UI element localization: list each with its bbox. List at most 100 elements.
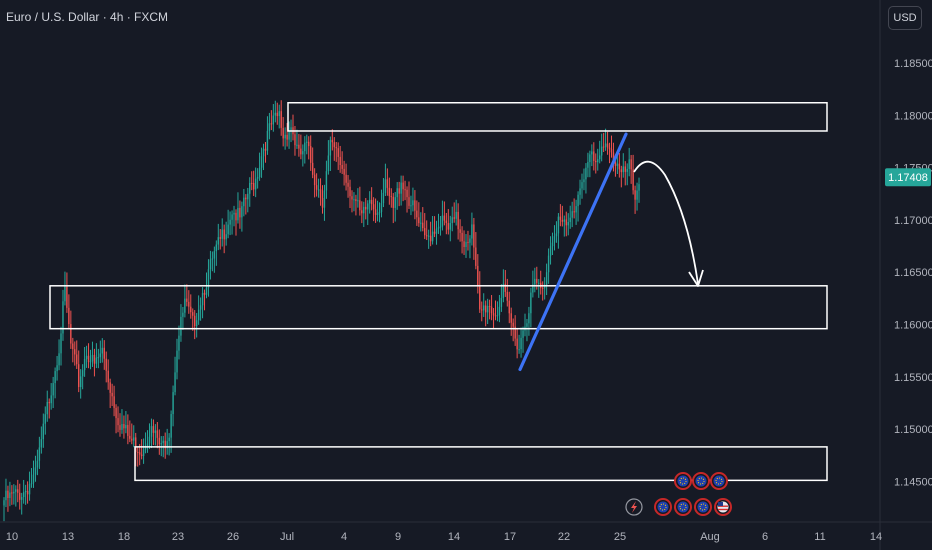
candle-body bbox=[170, 414, 172, 438]
candle-body bbox=[589, 154, 591, 163]
candle-body bbox=[390, 196, 393, 198]
candle-body bbox=[585, 167, 587, 180]
candle-body bbox=[115, 407, 117, 419]
candle-body bbox=[313, 174, 316, 186]
candle-body bbox=[186, 298, 188, 302]
candle-body bbox=[418, 217, 420, 224]
candle-body bbox=[593, 151, 595, 161]
candle-body bbox=[58, 353, 60, 366]
time-tick-label: 4 bbox=[341, 531, 347, 543]
time-tick-label: 10 bbox=[6, 531, 18, 543]
candle-body bbox=[455, 211, 457, 219]
candle-body bbox=[484, 305, 487, 313]
candle-body bbox=[125, 424, 127, 429]
candle-body bbox=[433, 231, 436, 234]
candle-body bbox=[632, 169, 634, 191]
candle-body bbox=[278, 111, 280, 117]
last-price-label: 1.17408 bbox=[888, 172, 928, 184]
time-axis[interactable]: 10 13 18 23 26 Jul 4 9 14 17 22 25 Aug 6 11 14 bbox=[0, 521, 932, 543]
candle-body bbox=[628, 159, 630, 169]
price-tick-label: 1.16500 bbox=[894, 267, 932, 279]
candle-body bbox=[150, 426, 153, 437]
candle-body bbox=[319, 189, 322, 198]
price-axis[interactable]: 1.14500 1.15000 1.15500 1.16000 1.16500 1.170… bbox=[879, 0, 932, 550]
candle-body bbox=[624, 166, 626, 172]
candle-body bbox=[105, 358, 107, 371]
candle-body bbox=[490, 306, 493, 314]
candle-body bbox=[512, 322, 514, 327]
candle-body bbox=[408, 197, 410, 206]
candle-body bbox=[17, 489, 19, 493]
candle-body bbox=[467, 241, 469, 243]
candle-body bbox=[78, 364, 80, 388]
price-tick-label: 1.16000 bbox=[894, 320, 932, 332]
candle-body bbox=[606, 143, 609, 148]
candle-body bbox=[534, 278, 536, 285]
candle-body bbox=[282, 127, 284, 139]
candle-body bbox=[404, 189, 406, 191]
candle-body bbox=[172, 392, 174, 415]
candle-body bbox=[498, 306, 501, 316]
candle-body bbox=[217, 237, 219, 245]
candle-body bbox=[123, 424, 125, 429]
candle-body bbox=[543, 284, 546, 289]
candle-body bbox=[286, 134, 288, 140]
candle-body bbox=[600, 146, 603, 156]
candle-body bbox=[569, 217, 571, 222]
candle-body bbox=[140, 454, 143, 456]
eu-flag-icon bbox=[677, 501, 689, 513]
candle-body bbox=[252, 183, 255, 190]
candle-body bbox=[101, 347, 103, 354]
eu-flag-stars bbox=[659, 503, 667, 511]
zone-rectangle bbox=[134, 446, 828, 482]
candle-body bbox=[52, 383, 54, 396]
candle-body bbox=[602, 146, 605, 148]
candle-body bbox=[231, 214, 233, 220]
overlay-layer bbox=[518, 132, 704, 372]
zones-layer bbox=[49, 101, 828, 482]
candle-body bbox=[3, 500, 5, 506]
candle-body bbox=[608, 147, 611, 150]
candle-body bbox=[40, 439, 43, 448]
time-tick-label: 6 bbox=[762, 531, 768, 543]
eu-flag-stars bbox=[715, 477, 723, 485]
candle-body bbox=[402, 182, 404, 190]
candle-body bbox=[274, 112, 277, 116]
candle-body bbox=[99, 353, 102, 358]
candle-body bbox=[410, 205, 412, 207]
candle-body bbox=[618, 163, 621, 170]
candle-body bbox=[111, 392, 113, 397]
currency-button[interactable]: USD bbox=[888, 6, 922, 30]
candle-body bbox=[638, 184, 640, 191]
candle-body bbox=[355, 199, 357, 201]
candle-body bbox=[368, 199, 371, 204]
candle-body bbox=[113, 396, 115, 408]
candle-body bbox=[103, 347, 105, 359]
candle-body bbox=[119, 425, 121, 430]
candle-body bbox=[97, 357, 100, 359]
candle-body bbox=[573, 211, 575, 213]
lightning-icon-glyph bbox=[631, 501, 637, 513]
candle-body bbox=[378, 211, 381, 214]
candle-body bbox=[144, 447, 147, 450]
candle-body bbox=[616, 163, 619, 166]
candle-body bbox=[508, 300, 510, 314]
candle-body bbox=[496, 315, 499, 317]
candle-body bbox=[54, 371, 56, 384]
zone-rectangle bbox=[287, 101, 828, 132]
candle-body bbox=[30, 483, 33, 485]
candle-body bbox=[233, 212, 235, 215]
candle-body bbox=[199, 305, 202, 310]
candle-body bbox=[317, 189, 320, 191]
candle-body bbox=[549, 246, 552, 256]
candle-body bbox=[36, 460, 39, 468]
candle-body bbox=[74, 349, 76, 355]
candle-body bbox=[34, 467, 37, 475]
candle-body bbox=[201, 292, 204, 306]
candle-body bbox=[195, 320, 198, 326]
price-tick-label: 1.18000 bbox=[894, 110, 932, 122]
candle-body bbox=[68, 307, 70, 325]
candle-body bbox=[60, 333, 62, 354]
